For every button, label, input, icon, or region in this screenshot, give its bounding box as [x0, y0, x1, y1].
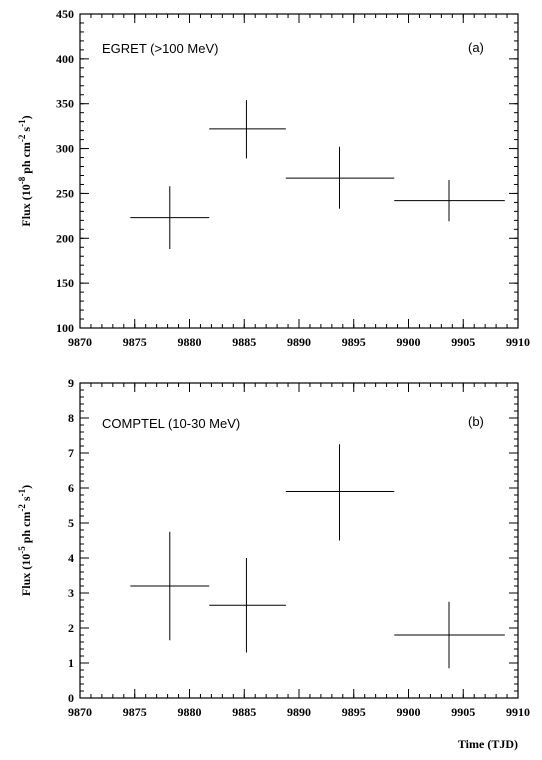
y-axis-title: Flux (10-8 ph cm-2 s-1)	[17, 115, 33, 226]
y-tick-label: 8	[68, 411, 74, 425]
panel-a: 9870 9875 9880 9885 9890 9895 9900 9905 9910 100 1…	[17, 7, 530, 349]
y-tick-label: 400	[56, 52, 74, 66]
x-tick-label: 9910	[506, 705, 530, 719]
x-tick-label: 9890	[287, 705, 311, 719]
x-tick-label: 9895	[342, 705, 366, 719]
y-axis-title: Flux (10-5 ph cm-2 s-1)	[17, 485, 33, 596]
x-tick-label: 9900	[397, 335, 421, 349]
y-tick-label: 3	[68, 586, 74, 600]
panel-b: 9870 9875 9880 9885 9890 9895 9900 9905 99100123…	[17, 376, 530, 751]
data-point	[394, 179, 505, 222]
y-tick-label: 1	[68, 656, 74, 670]
plot-frame	[79, 13, 519, 329]
x-tick-label: 9905	[451, 705, 475, 719]
y-tick-label: 0	[68, 691, 74, 705]
instrument-annotation: COMPTEL (10-30 MeV)	[102, 416, 240, 431]
x-tick-label: 9875	[123, 335, 147, 349]
y-tick-label: 9	[68, 376, 74, 390]
y-tick-label: 4	[68, 551, 74, 565]
x-tick-label: 9880	[178, 335, 202, 349]
panel-label: (a)	[468, 40, 484, 55]
y-tick-label: 2	[68, 621, 74, 635]
y-tick-label: 150	[56, 276, 74, 290]
y-tick-label: 250	[56, 186, 74, 200]
x-tick-label: 9885	[232, 335, 256, 349]
data-point	[209, 100, 286, 159]
x-tick-label: 9880	[178, 705, 202, 719]
panel-label: (b)	[468, 414, 484, 429]
x-tick-label: 9875	[123, 705, 147, 719]
data-point	[130, 186, 210, 250]
data-point	[209, 558, 286, 653]
x-axis-title: Time (TJD)	[458, 737, 518, 751]
data-point	[130, 531, 210, 641]
y-tick-label: 7	[68, 446, 74, 460]
y-tick-label: 100	[56, 321, 74, 335]
y-tick-label: 350	[56, 97, 74, 111]
y-tick-label: 450	[56, 7, 74, 21]
y-tick-label: 200	[56, 231, 74, 245]
x-tick-label: 9900	[397, 705, 421, 719]
data-point	[285, 444, 395, 541]
x-tick-label: 9910	[506, 335, 530, 349]
x-tick-label: 9870	[68, 335, 92, 349]
x-tick-label: 9890	[287, 335, 311, 349]
x-tick-label: 9870	[68, 705, 92, 719]
data-point	[285, 146, 395, 209]
data-point	[394, 601, 505, 669]
x-tick-label: 9905	[451, 335, 475, 349]
y-tick-label: 5	[68, 516, 74, 530]
x-tick-label: 9885	[232, 705, 256, 719]
y-tick-label: 6	[68, 481, 74, 495]
instrument-annotation: EGRET (>100 MeV)	[102, 41, 218, 56]
y-tick-label: 300	[56, 142, 74, 156]
x-tick-label: 9895	[342, 335, 366, 349]
